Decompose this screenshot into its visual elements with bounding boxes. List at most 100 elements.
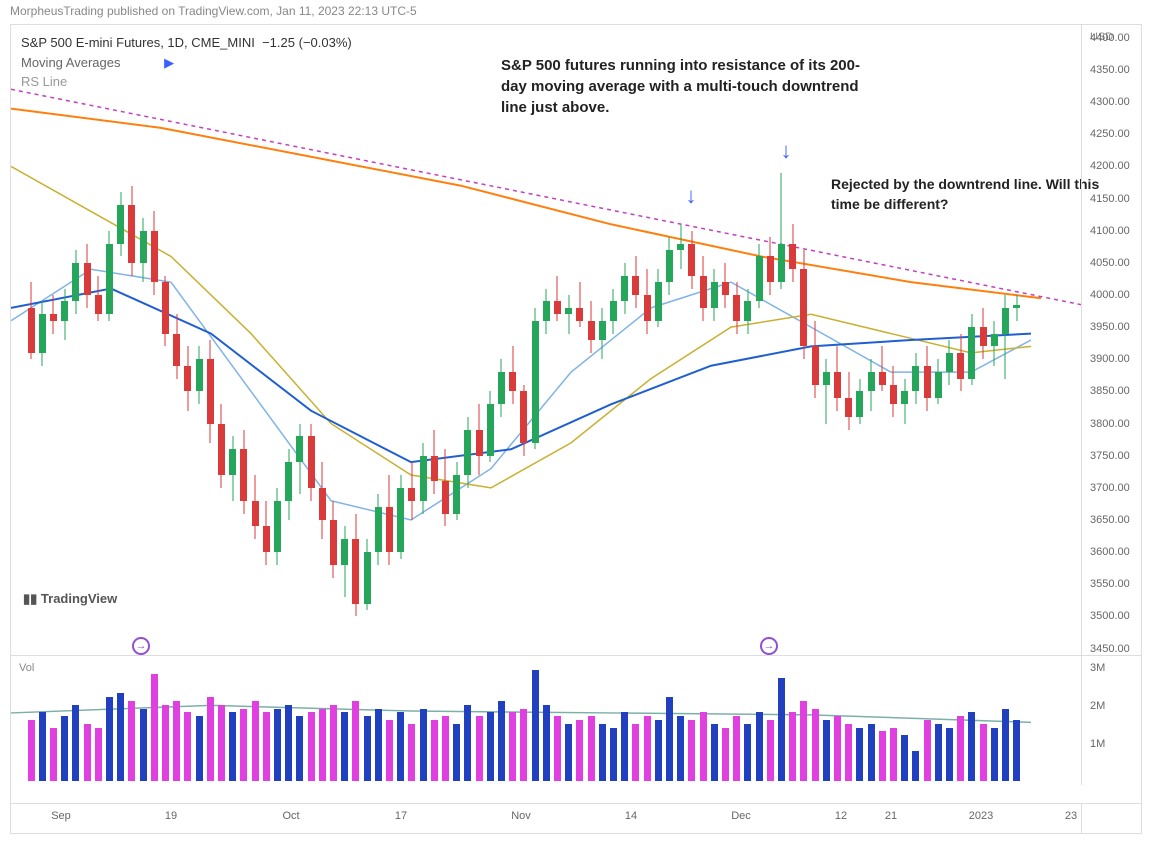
- axis-corner: [1081, 803, 1141, 833]
- candle: [252, 475, 259, 539]
- candle: [543, 289, 550, 334]
- candle: [767, 237, 774, 295]
- volume-pane[interactable]: Vol: [11, 655, 1081, 785]
- time-axis[interactable]: Sep19Oct17Nov14Dec1221202323: [11, 803, 1081, 833]
- price-tick: 4250.00: [1090, 128, 1130, 140]
- price-tick: 4200.00: [1090, 160, 1130, 172]
- candle: [218, 404, 225, 488]
- candle: [308, 424, 315, 501]
- volume-bar: [632, 724, 639, 781]
- volume-bar: [184, 712, 191, 781]
- volume-bar: [274, 709, 281, 781]
- price-tick: 3950.00: [1090, 321, 1130, 333]
- volume-bar: [576, 720, 583, 781]
- circle-arrow-icon[interactable]: →: [132, 637, 150, 655]
- price-tick: 4300.00: [1090, 96, 1130, 108]
- volume-bar: [554, 716, 561, 781]
- candle: [1013, 295, 1020, 321]
- price-tick: 4050.00: [1090, 257, 1130, 269]
- time-tick: 12: [835, 810, 847, 822]
- volume-bar: [453, 724, 460, 781]
- candle: [644, 269, 651, 333]
- candle: [140, 218, 147, 282]
- candle: [162, 276, 169, 347]
- volume-bar: [50, 728, 57, 781]
- volume-bar: [487, 712, 494, 781]
- candle: [207, 340, 214, 443]
- candle: [834, 346, 841, 410]
- volume-bar: [397, 712, 404, 781]
- volume-bar: [688, 720, 695, 781]
- volume-bar: [364, 716, 371, 781]
- candle: [386, 475, 393, 565]
- candle: [509, 346, 516, 404]
- candle: [442, 449, 449, 526]
- candle: [666, 237, 673, 295]
- candle: [431, 430, 438, 494]
- volume-bar: [912, 751, 919, 782]
- candle: [184, 346, 191, 410]
- candle: [912, 353, 919, 404]
- candle: [823, 359, 830, 423]
- volume-bar: [565, 724, 572, 781]
- volume-bar: [106, 697, 113, 781]
- volume-bar: [296, 716, 303, 781]
- candle: [464, 417, 471, 488]
- volume-bar: [868, 724, 875, 781]
- volume-axis[interactable]: 3M2M1M: [1081, 655, 1141, 785]
- volume-bar: [856, 728, 863, 781]
- candle: [106, 231, 113, 321]
- candle: [688, 231, 695, 289]
- candle: [677, 224, 684, 269]
- candle: [554, 276, 561, 321]
- candle: [364, 539, 371, 610]
- volume-bar: [744, 724, 751, 781]
- volume-bar: [151, 674, 158, 781]
- candle: [812, 321, 819, 398]
- price-tick: 3650.00: [1090, 514, 1130, 526]
- candle: [117, 192, 124, 256]
- candle: [800, 250, 807, 359]
- candle: [868, 359, 875, 410]
- candle: [935, 359, 942, 404]
- candle: [520, 385, 527, 456]
- volume-bar: [476, 716, 483, 781]
- candle: [420, 443, 427, 514]
- candle: [599, 308, 606, 359]
- volume-bar: [532, 670, 539, 781]
- time-tick: 17: [395, 810, 407, 822]
- volume-bar: [610, 728, 617, 781]
- price-axis[interactable]: USD 4400.004350.004300.004250.004200.004…: [1081, 25, 1141, 655]
- volume-bar: [677, 716, 684, 781]
- volume-bar: [431, 720, 438, 781]
- volume-bar: [666, 697, 673, 781]
- volume-bar: [229, 712, 236, 781]
- price-tick: 3850.00: [1090, 385, 1130, 397]
- candle: [1002, 295, 1009, 379]
- candle: [375, 494, 382, 565]
- volume-bar: [711, 724, 718, 781]
- candle: [408, 462, 415, 520]
- candle: [487, 391, 494, 462]
- circle-arrow-icon[interactable]: →: [760, 637, 778, 655]
- down-arrow-icon: ↓: [686, 183, 697, 209]
- volume-bar: [28, 720, 35, 781]
- volume-bar: [95, 728, 102, 781]
- candle: [946, 340, 953, 385]
- volume-bar: [644, 716, 651, 781]
- candle: [128, 186, 135, 276]
- volume-bar: [588, 716, 595, 781]
- volume-bar: [263, 712, 270, 781]
- candle: [856, 379, 863, 424]
- price-pane[interactable]: ▮▮ TradingView ↓↓→→: [11, 25, 1081, 655]
- candle: [285, 449, 292, 520]
- volume-bar: [980, 724, 987, 781]
- volume-bar: [767, 720, 774, 781]
- volume-bar: [733, 716, 740, 781]
- volume-bar: [464, 705, 471, 781]
- volume-bar: [722, 728, 729, 781]
- candle: [240, 430, 247, 514]
- candle: [924, 346, 931, 410]
- candle: [61, 289, 68, 340]
- down-arrow-icon: ↓: [781, 138, 792, 164]
